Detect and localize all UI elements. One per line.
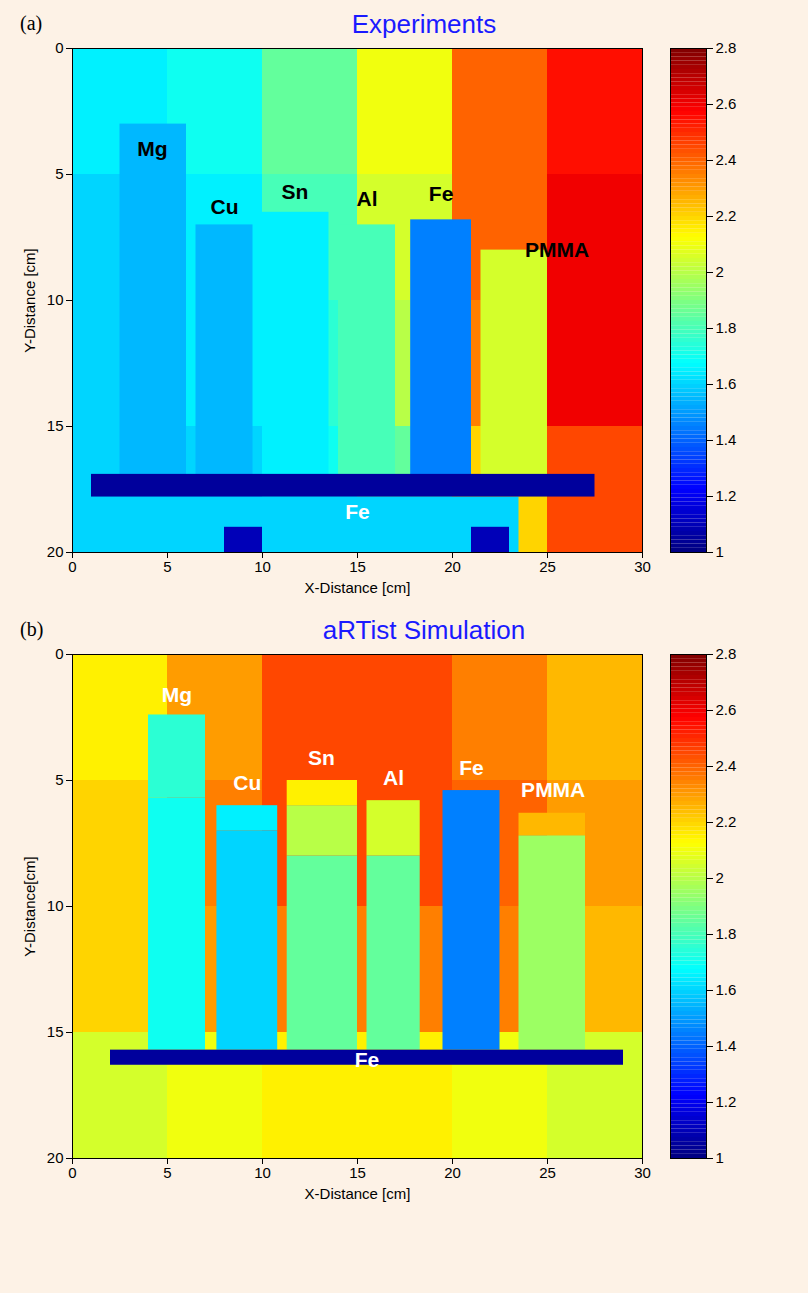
svg-text:Mg: Mg <box>137 137 167 160</box>
svg-text:2.6: 2.6 <box>716 701 737 718</box>
svg-text:PMMA: PMMA <box>521 778 585 801</box>
svg-text:Al: Al <box>383 766 404 789</box>
svg-text:10: 10 <box>254 558 271 575</box>
svg-text:25: 25 <box>539 1164 556 1181</box>
svg-text:X-Distance [cm]: X-Distance [cm] <box>305 579 411 596</box>
svg-text:Fe: Fe <box>355 1048 380 1071</box>
svg-text:1.2: 1.2 <box>716 1093 737 1110</box>
svg-text:1.6: 1.6 <box>716 981 737 998</box>
svg-text:Fe: Fe <box>429 182 454 205</box>
svg-text:Cu: Cu <box>211 195 239 218</box>
html-text:(a): (a) <box>20 12 43 34</box>
svg-text:10: 10 <box>254 1164 271 1181</box>
svg-text:15: 15 <box>349 558 366 575</box>
svg-text:0: 0 <box>55 40 63 56</box>
svg-text:Sn: Sn <box>281 180 308 203</box>
svg-text:1.8: 1.8 <box>716 925 737 942</box>
svg-text:Al: Al <box>357 187 378 210</box>
svg-text:Sn: Sn <box>308 746 335 769</box>
svg-text:30: 30 <box>634 1164 651 1181</box>
svg-text:1.4: 1.4 <box>716 1037 737 1054</box>
svg-text:PMMA: PMMA <box>525 238 589 261</box>
svg-text:20: 20 <box>444 558 461 575</box>
svg-text:2.4: 2.4 <box>716 151 737 168</box>
svg-text:Fe: Fe <box>459 756 484 779</box>
svg-text:2.8: 2.8 <box>716 40 737 56</box>
svg-text:1: 1 <box>716 543 724 560</box>
svg-text:2: 2 <box>716 869 724 886</box>
svg-text:10: 10 <box>47 897 64 914</box>
svg-text:30: 30 <box>634 558 651 575</box>
svg-text:1.4: 1.4 <box>716 431 737 448</box>
svg-text:5: 5 <box>163 1164 171 1181</box>
html-text:aRTist Simulation: aRTist Simulation <box>322 615 526 645</box>
svg-text:Fe: Fe <box>345 500 370 523</box>
svg-text:10: 10 <box>47 291 64 308</box>
svg-text:20: 20 <box>444 1164 461 1181</box>
svg-text:20: 20 <box>47 543 64 560</box>
svg-text:1.8: 1.8 <box>716 319 737 336</box>
svg-text:2.4: 2.4 <box>716 757 737 774</box>
svg-text:2: 2 <box>716 263 724 280</box>
svg-text:1: 1 <box>716 1149 724 1166</box>
svg-text:Y-Distance[cm]: Y-Distance[cm] <box>21 856 38 956</box>
svg-text:5: 5 <box>55 165 63 182</box>
svg-text:15: 15 <box>47 1023 64 1040</box>
svg-text:1.2: 1.2 <box>716 487 737 504</box>
svg-text:5: 5 <box>55 771 63 788</box>
svg-text:X-Distance [cm]: X-Distance [cm] <box>305 1185 411 1202</box>
svg-text:25: 25 <box>539 558 556 575</box>
svg-text:5: 5 <box>163 558 171 575</box>
svg-text:2.8: 2.8 <box>716 646 737 662</box>
html-text:Experiments: Experiments <box>351 9 497 39</box>
svg-text:Y-Distance [cm]: Y-Distance [cm] <box>21 248 38 352</box>
html-text:(b): (b) <box>20 618 44 640</box>
svg-text:Cu: Cu <box>233 771 261 794</box>
svg-text:Mg: Mg <box>162 683 192 706</box>
svg-text:0: 0 <box>68 1164 76 1181</box>
svg-text:2.2: 2.2 <box>716 207 737 224</box>
svg-text:2.2: 2.2 <box>716 813 737 830</box>
svg-text:0: 0 <box>55 646 63 662</box>
svg-text:15: 15 <box>349 1164 366 1181</box>
svg-text:15: 15 <box>47 417 64 434</box>
svg-text:0: 0 <box>68 558 76 575</box>
svg-text:2.6: 2.6 <box>716 95 737 112</box>
svg-text:1.6: 1.6 <box>716 375 737 392</box>
svg-text:20: 20 <box>47 1149 64 1166</box>
